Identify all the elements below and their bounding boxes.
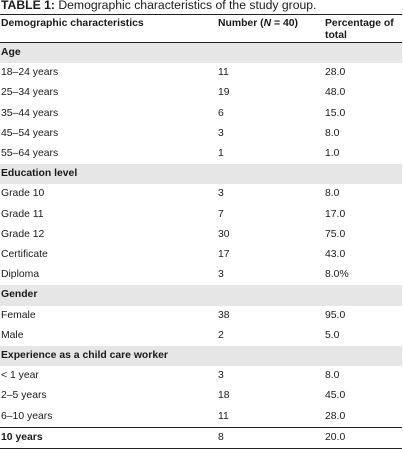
section-percent-empty (325, 285, 402, 306)
demographics-table: Demographic characteristics Number (N = … (0, 14, 402, 449)
section-title: Experience as a child care worker (0, 346, 218, 367)
row-percent: 17.0 (325, 208, 346, 220)
section-row: Gender (0, 285, 402, 306)
header-number: Number (N = 40) (218, 14, 325, 43)
table-body: Age 18–24 years 11 28.0 25–34 years 19 48.0 35–… (0, 42, 402, 449)
row-number: 11 (218, 410, 229, 422)
table-row: Diploma 3 8.0% (0, 265, 402, 285)
table-row: 6–10 years 11 28.0 (0, 407, 402, 428)
row-number: 1 (218, 148, 224, 160)
row-number: 18 (218, 390, 230, 402)
row-label: 2–5 years (1, 390, 47, 402)
table-row: Grade 12 30 75.0 (0, 225, 402, 245)
header-number-pre: Number ( (218, 18, 264, 29)
row-percent: 8.0 (325, 127, 340, 139)
section-number-empty (218, 346, 325, 367)
table-row: 25–34 years 19 48.0 (0, 83, 402, 103)
row-percent: 8.0 (325, 188, 340, 200)
section-percent-empty (325, 164, 402, 185)
row-number: 3 (218, 370, 224, 382)
section-title: Age (0, 42, 218, 64)
table-row: 45–54 years 3 8.0 (0, 124, 402, 144)
row-percent: 20.0 (325, 426, 402, 449)
table-row: Female 38 95.0 (0, 306, 402, 326)
row-percent: 95.0 (325, 309, 346, 321)
row-percent: 28.0 (325, 410, 346, 422)
row-label: 55–64 years (1, 148, 59, 160)
row-number: 6 (218, 107, 224, 119)
section-percent-empty (325, 346, 402, 367)
section-number-empty (218, 285, 325, 306)
table-caption: TABLE 1: Demographic characteristics of … (1, 0, 316, 12)
table-row: Grade 11 7 17.0 (0, 205, 402, 225)
caption-text: Demographic characteristics of the study… (54, 0, 317, 12)
row-label: Grade 11 (1, 208, 44, 220)
row-number: 11 (218, 67, 229, 79)
header-characteristics: Demographic characteristics (0, 14, 218, 43)
header-percentage: Percentage of total (325, 14, 402, 43)
row-percent: 45.0 (325, 390, 346, 402)
row-label: 10 years (0, 426, 218, 449)
row-label: 18–24 years (1, 67, 59, 79)
row-percent: 43.0 (325, 249, 346, 261)
table-row: Grade 10 3 8.0 (0, 184, 402, 204)
row-percent: 8.0% (325, 269, 349, 281)
section-row: Age (0, 42, 402, 64)
section-percent-empty (325, 42, 402, 64)
caption-label: TABLE 1: (1, 0, 55, 12)
row-number: 8 (218, 426, 325, 449)
row-label: 45–54 years (1, 127, 59, 139)
row-label: Female (1, 309, 36, 321)
row-number: 3 (218, 188, 224, 200)
table-row: 2–5 years 18 45.0 (0, 386, 402, 406)
table-row: 18–24 years 11 28.0 (0, 63, 402, 83)
table-row: 55–64 years 1 1.0 (0, 144, 402, 164)
section-number-empty (218, 164, 325, 185)
header-number-post: = 40) (271, 18, 298, 29)
row-label: Diploma (1, 269, 40, 281)
row-percent: 1.0 (325, 148, 340, 160)
row-label: 35–44 years (1, 107, 59, 119)
row-number: 3 (218, 269, 224, 281)
row-percent: 8.0 (325, 370, 340, 382)
row-percent: 5.0 (325, 329, 340, 341)
row-label: < 1 year (1, 370, 39, 382)
row-percent: 75.0 (325, 228, 346, 240)
row-label: 25–34 years (1, 87, 59, 99)
section-row: Experience as a child care worker (0, 346, 402, 367)
row-number: 2 (218, 329, 224, 341)
table-row: Certificate 17 43.0 (0, 245, 402, 265)
row-number: 7 (218, 208, 224, 220)
row-label: 6–10 years (1, 410, 53, 422)
table-row-last: 10 years 8 20.0 (0, 426, 402, 449)
section-title: Gender (0, 285, 218, 306)
header-number-var: N (263, 18, 272, 29)
row-number: 19 (218, 87, 230, 99)
row-number: 17 (218, 249, 230, 261)
section-number-empty (218, 42, 325, 64)
row-percent: 28.0 (325, 67, 346, 79)
row-label: Male (1, 329, 24, 341)
row-label: Grade 10 (1, 188, 45, 200)
header-row: Demographic characteristics Number (N = … (0, 14, 402, 43)
row-percent: 48.0 (325, 87, 346, 99)
section-title: Education level (0, 164, 218, 185)
row-percent: 15.0 (325, 107, 346, 119)
row-number: 30 (218, 228, 230, 240)
section-row: Education level (0, 164, 402, 185)
row-number: 38 (218, 309, 230, 321)
table-row: < 1 year 3 8.0 (0, 366, 402, 386)
row-label: Certificate (1, 249, 48, 261)
row-number: 3 (218, 127, 224, 139)
table-row: 35–44 years 6 15.0 (0, 104, 402, 124)
table-row: Male 2 5.0 (0, 326, 402, 346)
row-label: Grade 12 (1, 228, 45, 240)
